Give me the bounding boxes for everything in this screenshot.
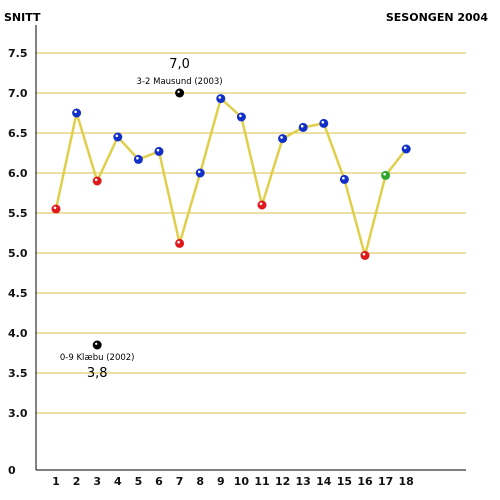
axes bbox=[35, 25, 466, 471]
y-tick-labels: 3.0 3.5 4.0 4.5 5.0 5.5 6.0 6.5 7.0 7.5 0 bbox=[8, 47, 28, 477]
data-point-highlight bbox=[403, 146, 407, 150]
y-tick-label: 3.0 bbox=[8, 407, 28, 420]
data-point bbox=[298, 122, 308, 132]
data-point bbox=[92, 176, 102, 186]
x-tick-label: 4 bbox=[114, 475, 122, 488]
y-tick-label: 4.0 bbox=[8, 327, 28, 340]
x-tick-label: 13 bbox=[296, 475, 311, 488]
data-point-highlight bbox=[177, 240, 180, 244]
x-tick-label: 1 bbox=[52, 475, 60, 488]
data-point bbox=[236, 112, 246, 122]
data-point bbox=[195, 168, 205, 178]
y-tick-label: 3.5 bbox=[8, 367, 28, 380]
data-point bbox=[113, 132, 123, 142]
data-point-highlight bbox=[136, 156, 139, 160]
data-point-highlight bbox=[300, 124, 304, 128]
data-point bbox=[257, 200, 267, 210]
data-point-highlight bbox=[115, 134, 119, 138]
annotation-label: 0-9 Klæbu (2002) bbox=[60, 353, 135, 363]
annotation-label: 3-2 Mausund (2003) bbox=[137, 77, 223, 87]
y-tick-label: 7.0 bbox=[8, 87, 28, 100]
x-tick-label: 17 bbox=[378, 475, 393, 488]
x-tick-label: 8 bbox=[196, 475, 204, 488]
data-point-highlight bbox=[197, 170, 201, 174]
annotation-point-highlight bbox=[95, 342, 98, 345]
series-line bbox=[54, 97, 408, 257]
x-tick-label: 18 bbox=[399, 475, 414, 488]
data-point bbox=[381, 170, 391, 180]
data-point bbox=[51, 204, 61, 214]
grid-lines bbox=[36, 52, 466, 414]
data-point-highlight bbox=[280, 136, 283, 139]
data-point-highlight bbox=[218, 96, 222, 99]
x-tick-label: 11 bbox=[254, 475, 269, 488]
series-markers bbox=[51, 94, 411, 260]
data-point bbox=[175, 238, 185, 248]
x-tick-label: 2 bbox=[73, 475, 81, 488]
x-tick-label: 5 bbox=[135, 475, 143, 488]
data-point bbox=[154, 146, 164, 156]
annotation-point bbox=[175, 88, 185, 98]
data-point-highlight bbox=[74, 110, 77, 114]
data-point bbox=[133, 154, 143, 164]
data-point bbox=[360, 250, 370, 260]
data-point-highlight bbox=[259, 202, 263, 206]
x-tick-label: 6 bbox=[155, 475, 163, 488]
annotation-value: 7,0 bbox=[169, 57, 190, 72]
x-tick-labels: 1 2 3 4 5 6 7 8 9 10 11 12 13 14 15 16 17 18 bbox=[52, 475, 414, 488]
x-tick-label: 3 bbox=[93, 475, 101, 488]
data-point bbox=[319, 118, 329, 128]
data-point bbox=[72, 108, 82, 118]
data-point bbox=[278, 134, 288, 144]
x-tick-label: 9 bbox=[217, 475, 225, 488]
data-point-highlight bbox=[321, 120, 325, 124]
y-tick-label: 5.0 bbox=[8, 247, 28, 260]
data-point bbox=[216, 94, 226, 104]
data-point-highlight bbox=[383, 172, 386, 176]
y-tick-label: 6.5 bbox=[8, 127, 28, 140]
x-tick-label: 14 bbox=[316, 475, 332, 488]
series-polyline bbox=[54, 97, 408, 257]
data-point bbox=[339, 174, 349, 184]
y-tick-label: 6.0 bbox=[8, 167, 28, 180]
data-point-highlight bbox=[53, 206, 57, 210]
data-point-highlight bbox=[342, 176, 345, 180]
y-tick-label-zero: 0 bbox=[8, 464, 16, 477]
data-point bbox=[401, 144, 411, 154]
annotation-value: 3,8 bbox=[87, 366, 108, 381]
data-point-highlight bbox=[94, 178, 98, 182]
data-point-highlight bbox=[362, 252, 366, 256]
annotations: 7,0 3-2 Mausund (2003) 0-9 Klæbu (2002) 3,8 bbox=[60, 57, 223, 381]
annotation-point-highlight bbox=[177, 90, 180, 94]
x-tick-label: 12 bbox=[275, 475, 290, 488]
chart-title-season: SESONGEN 2004 bbox=[385, 11, 488, 24]
annotation-point bbox=[92, 340, 102, 350]
x-tick-label: 10 bbox=[234, 475, 250, 488]
x-tick-label: 15 bbox=[337, 475, 352, 488]
y-tick-label: 5.5 bbox=[8, 207, 28, 220]
chart-ylabel: SNITT bbox=[4, 11, 41, 24]
x-tick-label: 7 bbox=[176, 475, 184, 488]
y-tick-label: 4.5 bbox=[8, 287, 28, 300]
x-tick-label: 16 bbox=[357, 475, 373, 488]
data-point-highlight bbox=[156, 148, 160, 152]
y-tick-label: 7.5 bbox=[8, 47, 28, 60]
data-point-highlight bbox=[239, 114, 242, 118]
